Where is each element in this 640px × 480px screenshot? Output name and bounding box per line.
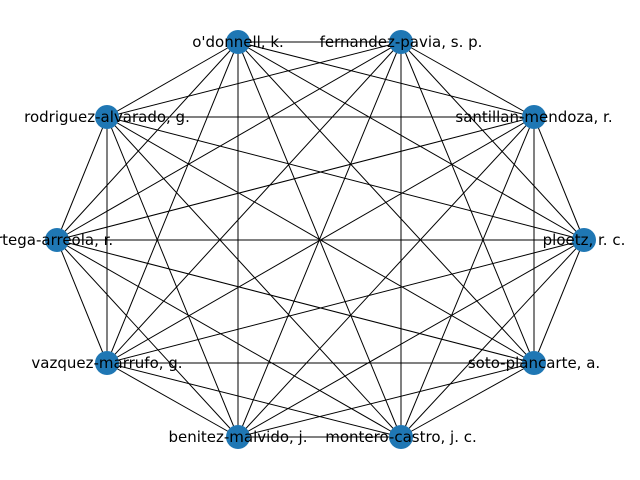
node-soto	[522, 351, 546, 375]
node-rodriguez	[95, 105, 119, 129]
node-label-fernandez: fernandez-pavia, s. p.	[320, 33, 483, 51]
node-label-ortega: ortega-arreola, r.	[0, 231, 113, 249]
edge-odonnell-rodriguez	[106, 41, 239, 118]
edge-layer	[56, 41, 585, 438]
node-fernandez	[389, 30, 413, 54]
edge-rodriguez-benitez	[106, 116, 239, 438]
edge-vazquez-santillan	[106, 116, 535, 364]
edge-vazquez-benitez	[106, 362, 239, 438]
edge-ortega-benitez	[56, 239, 239, 438]
node-label-rodriguez: rodriguez-alvarado, g.	[24, 108, 190, 126]
node-label-odonnell: o'donnell, k.	[192, 33, 284, 51]
edge-ortega-vazquez	[56, 239, 108, 364]
edge-vazquez-ploetz	[106, 239, 585, 364]
edge-benitez-soto	[237, 362, 535, 438]
edge-ploetz-santillan	[533, 116, 585, 241]
node-label-montero: montero-castro, j. c.	[325, 428, 477, 446]
edge-fernandez-soto	[400, 41, 535, 364]
edge-vazquez-montero	[106, 362, 402, 438]
node-benitez	[226, 425, 250, 449]
edge-soto-ploetz	[533, 239, 585, 364]
edge-fernandez-vazquez	[106, 41, 402, 364]
node-odonnell	[226, 30, 250, 54]
edge-odonnell-ploetz	[237, 41, 585, 241]
node-montero	[389, 425, 413, 449]
node-label-santillan: santillan-mendoza, r.	[455, 108, 612, 126]
edge-montero-soto	[400, 362, 535, 438]
node-santillan	[522, 105, 546, 129]
edge-rodriguez-ploetz	[106, 116, 585, 241]
edge-fernandez-santillan	[400, 41, 535, 118]
node-ploetz	[572, 228, 596, 252]
edge-benitez-santillan	[237, 116, 535, 438]
node-label-benitez: benitez-malvido, j.	[168, 428, 307, 446]
edge-odonnell-santillan	[237, 41, 535, 118]
edge-rodriguez-ortega	[56, 116, 108, 241]
node-ortega	[45, 228, 69, 252]
label-layer: fernandez-pavia, s. p. o'donnell, k. rodri…	[0, 33, 625, 446]
edge-ortega-soto	[56, 239, 535, 364]
node-label-vazquez: vazquez-marrufo, g.	[31, 354, 182, 372]
edge-ortega-montero	[56, 239, 402, 438]
edge-benitez-ploetz	[237, 239, 585, 438]
edge-odonnell-ortega	[56, 41, 239, 241]
edge-montero-ploetz	[400, 239, 585, 438]
edge-odonnell-vazquez	[106, 41, 239, 364]
edge-rodriguez-montero	[106, 116, 402, 438]
edge-ortega-santillan	[56, 116, 535, 241]
node-vazquez	[95, 351, 119, 375]
node-label-ploetz: ploetz, r. c.	[543, 231, 626, 249]
node-layer	[45, 30, 596, 449]
edge-montero-santillan	[400, 116, 535, 438]
node-label-soto: soto-plancarte, a.	[468, 354, 600, 372]
edge-fernandez-ortega	[56, 41, 402, 241]
